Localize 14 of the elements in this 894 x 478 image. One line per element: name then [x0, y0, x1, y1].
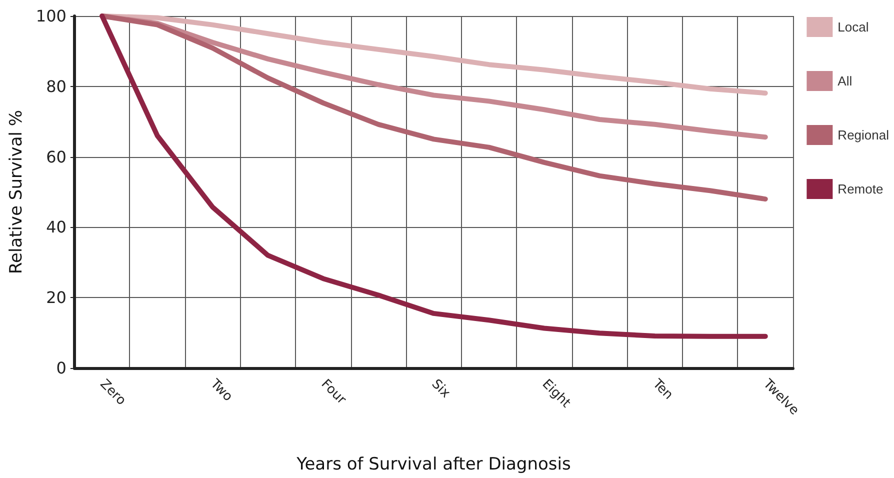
- y-tick-label: 0: [56, 358, 66, 378]
- legend-label: Remote: [838, 182, 884, 196]
- y-tick-label: 40: [46, 218, 66, 237]
- y-tick-label: 100: [36, 6, 66, 26]
- y-axis-title: Relative Survival %: [6, 110, 26, 274]
- x-tick-label: Ten: [648, 376, 676, 403]
- y-tick-label: 20: [46, 288, 66, 308]
- y-tick-label: 60: [46, 147, 66, 166]
- x-tick-label: Six: [428, 376, 454, 402]
- x-axis-title: Years of Survival after Diagnosis: [296, 454, 571, 474]
- legend-label: Local: [838, 20, 869, 34]
- y-tick-label: 80: [46, 76, 66, 96]
- legend-label: Regional: [838, 128, 890, 142]
- legend-label: All: [838, 74, 852, 88]
